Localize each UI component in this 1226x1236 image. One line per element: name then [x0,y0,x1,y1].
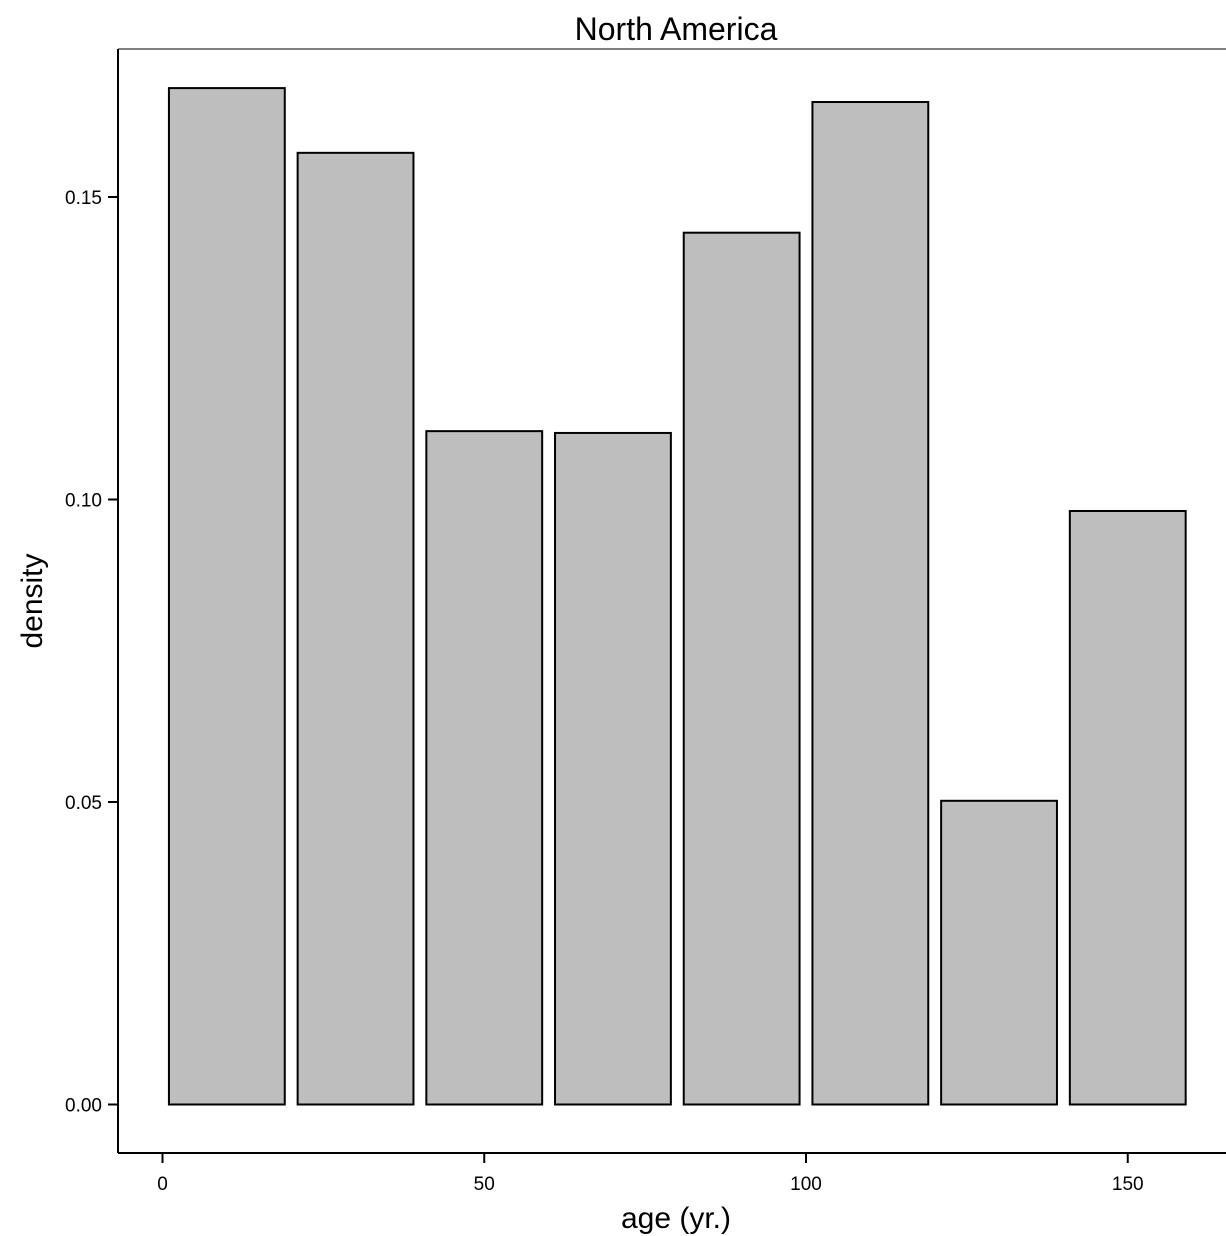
bars-group [167,87,1187,1106]
histogram-bar-4 [554,431,672,1106]
x-tick-label: 150 [1112,1174,1144,1195]
histogram-bar-1 [167,87,286,1106]
x-axis-title: age (yr.) [621,1202,731,1235]
chart-title: North America [575,11,778,47]
histogram-bar-6 [811,101,930,1106]
y-ticks-group: 0.00 0.05 0.10 0.15 [65,188,118,1117]
histogram-bar-3 [425,430,544,1106]
histogram-bar-2 [296,151,415,1106]
x-tick-label: 100 [790,1174,822,1195]
histogram-bar-5 [682,231,801,1106]
y-tick-label: 0.15 [65,188,102,209]
y-tick-label: 0.00 [65,1096,102,1117]
histogram-bar-8 [1068,509,1187,1106]
y-tick-label: 0.05 [65,793,102,814]
x-ticks-group: 0 50 100 150 [157,1153,1144,1195]
x-tick-label: 0 [157,1174,168,1195]
histogram-bar-7 [940,799,1058,1106]
x-tick-label: 50 [474,1174,495,1195]
y-axis-title: density [16,553,49,648]
y-tick-label: 0.10 [65,491,102,512]
